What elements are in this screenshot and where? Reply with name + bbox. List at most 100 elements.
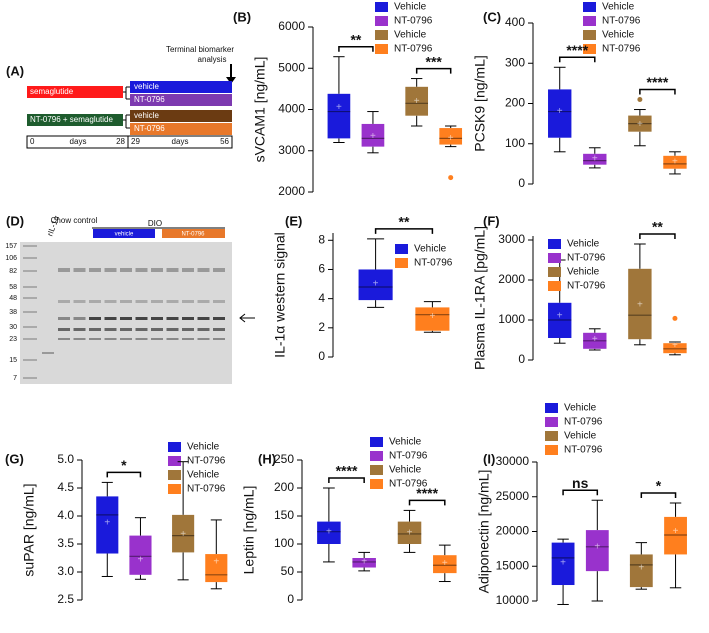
legend-label: Vehicle [394, 30, 427, 41]
legend-swatch [548, 239, 561, 249]
significance-label: * [656, 478, 662, 494]
legend-label: Vehicle [567, 267, 600, 278]
band [182, 300, 194, 303]
band [135, 268, 148, 272]
band [104, 317, 117, 320]
panel-label: (B) [233, 9, 251, 24]
legend-swatch [168, 456, 181, 466]
panel-label: (C) [483, 9, 501, 24]
y-tick-label: 25000 [496, 489, 530, 503]
band [135, 328, 148, 331]
band [73, 317, 86, 320]
annotation: analysis [198, 55, 227, 64]
y-tick-label: 2000 [498, 272, 525, 286]
y-tick-label: 8 [318, 232, 325, 246]
legend-swatch [583, 30, 596, 40]
band [104, 268, 117, 272]
significance-bracket [106, 471, 142, 478]
band [182, 328, 194, 331]
outlier [448, 175, 454, 181]
legend-swatch [545, 431, 558, 441]
box [664, 516, 687, 555]
y-tick-label: 4.0 [57, 508, 74, 522]
band [213, 300, 225, 303]
band [58, 300, 70, 303]
significance-label: ** [350, 31, 361, 47]
significance-label: **** [336, 463, 358, 479]
band [89, 317, 101, 320]
y-axis-label: sVCAM1 [ng/mL] [252, 57, 268, 163]
significance-bracket [639, 233, 676, 239]
legend-swatch [375, 2, 388, 12]
legend-label: Vehicle [564, 403, 597, 414]
band [23, 245, 37, 247]
band [213, 328, 225, 331]
band [58, 338, 70, 340]
band [23, 326, 37, 328]
legend-label: Vehicle [389, 437, 422, 448]
band [182, 268, 194, 272]
y-tick-label: 30000 [496, 454, 530, 468]
band [197, 300, 210, 303]
mean-marker: + [594, 541, 600, 552]
timeline-label: days [70, 137, 87, 146]
ladder-label: 48 [9, 295, 17, 302]
gel-image [20, 242, 232, 384]
y-tick-label: 0 [518, 176, 525, 190]
band [197, 317, 210, 320]
box [352, 558, 376, 568]
y-tick-label: 0 [287, 592, 294, 606]
band [42, 352, 54, 354]
y-tick-label: 4000 [278, 102, 305, 116]
significance-label: **** [566, 42, 588, 58]
y-tick-label: 100 [274, 536, 294, 550]
legend-swatch [583, 44, 596, 54]
y-axis-label: Adiponectin [ng/mL] [476, 470, 492, 594]
band [58, 317, 70, 320]
ladder-label: 30 [9, 324, 17, 331]
band [58, 328, 70, 331]
y-tick-label: 50 [281, 564, 295, 578]
legend-label: NT-0796 [187, 484, 226, 495]
box [548, 302, 572, 338]
legend-label: NT-0796 [602, 44, 641, 55]
band [213, 338, 225, 340]
band [73, 300, 86, 303]
band [104, 328, 117, 331]
ladder-label: 23 [9, 336, 17, 343]
ladder-label: 7 [13, 375, 17, 382]
panel-label: (I) [483, 451, 495, 466]
band [120, 338, 132, 340]
legend-label: NT-0796 [567, 281, 606, 292]
panel-label: (G) [5, 451, 24, 466]
significance-label: *** [426, 53, 443, 69]
y-tick-label: 6 [318, 262, 325, 276]
significance-bracket [328, 477, 365, 483]
box [583, 332, 607, 349]
legend-label: Vehicle [394, 2, 427, 13]
legend-label: NT-0796 [564, 417, 603, 428]
mean-marker: + [592, 334, 598, 345]
bar-label: NT-0796 + semaglutide [30, 115, 113, 124]
band [197, 328, 210, 331]
legend-label: Vehicle [564, 431, 597, 442]
band [120, 328, 132, 331]
annotation: Terminal biomarker [166, 45, 234, 54]
band [23, 286, 37, 288]
box [405, 86, 429, 116]
legend-swatch [545, 403, 558, 413]
y-tick-label: 5000 [278, 60, 305, 74]
band [58, 268, 70, 272]
band [151, 338, 163, 340]
panel-label: (D) [6, 213, 24, 228]
bar [162, 229, 225, 238]
band [23, 377, 37, 379]
band [23, 270, 37, 272]
y-tick-label: 100 [505, 136, 525, 150]
legend-label: Vehicle [602, 30, 635, 41]
legend-swatch [168, 470, 181, 480]
bar-label: NT-0796 [134, 95, 165, 104]
y-tick-label: 2000 [278, 184, 305, 198]
mean-marker: + [370, 131, 376, 142]
legend-swatch [375, 16, 388, 26]
